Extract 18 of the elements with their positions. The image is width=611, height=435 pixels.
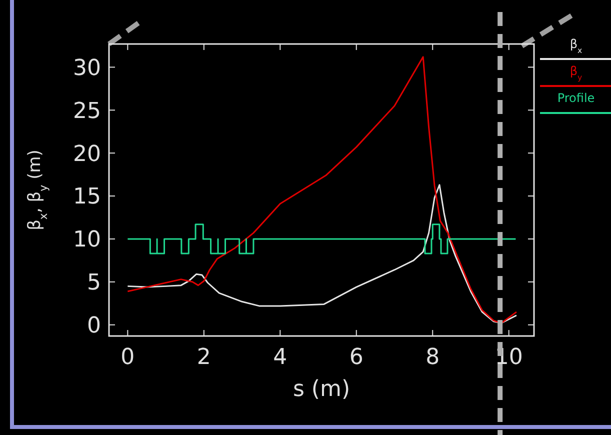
x-tick-label: 2 (196, 345, 211, 370)
x-axis-title: s (m) (292, 377, 350, 402)
text: Profile (557, 91, 595, 105)
y-tick-label: 25 (73, 98, 101, 124)
line-series (126, 56, 518, 324)
x-tick-label: 4 (273, 345, 288, 370)
text: β$_{x}$ (570, 37, 583, 54)
x-tick-label: 8 (426, 345, 440, 370)
y-tick-label: 15 (73, 184, 101, 210)
text: β$_{y}$ (570, 64, 583, 82)
y-tick-label: 5 (87, 270, 101, 296)
y-tick-label: 10 (73, 228, 101, 253)
x-tick-label: 6 (349, 345, 364, 370)
y-tick-label: 30 (73, 56, 101, 81)
x-tick-label: 0 (120, 345, 135, 370)
line-series (126, 184, 518, 324)
y-tick-label: 20 (73, 142, 101, 167)
y-tick-label: 0 (87, 314, 101, 339)
